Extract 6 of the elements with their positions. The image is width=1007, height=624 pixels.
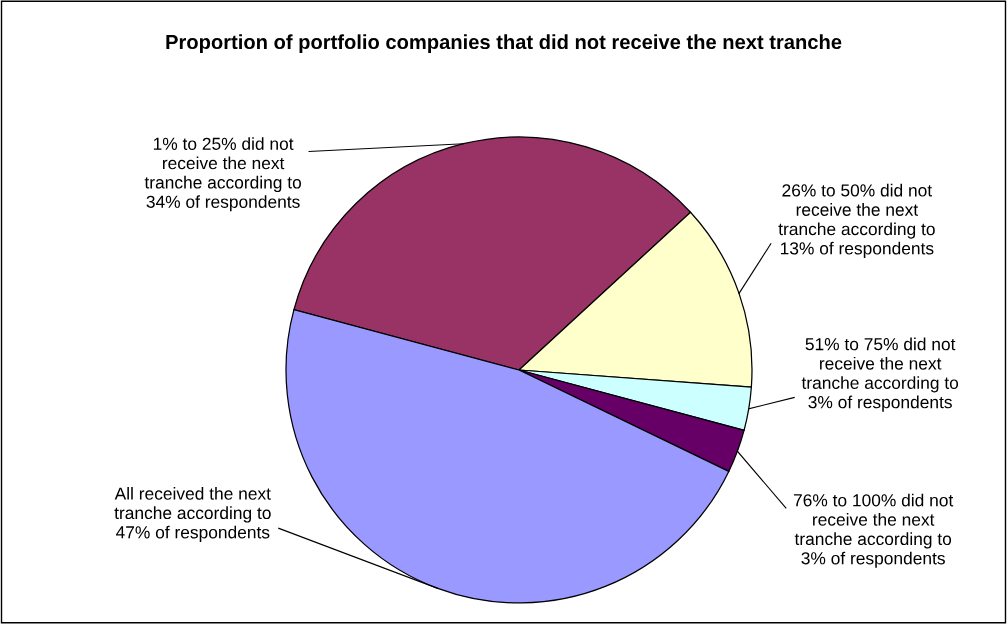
- slice-label: 51% to 75% did not receive the next tranche according to 3% of respondents: [801, 337, 959, 412]
- chart-title: Proportion of portfolio companies that did not receive the next tranche: [166, 34, 842, 54]
- slice-label: 26% to 50% did not receive the next tranche according to 13% of respondents: [778, 183, 935, 258]
- slice-label: 1% to 25% did not receive the next tranche according to 34% of respondents: [144, 137, 302, 212]
- slice-label: All received the next tranche according to 47% of respondents: [114, 487, 271, 542]
- slice-label: 76% to 100% did not receive the next tranche according to 3% of respondents: [793, 493, 954, 568]
